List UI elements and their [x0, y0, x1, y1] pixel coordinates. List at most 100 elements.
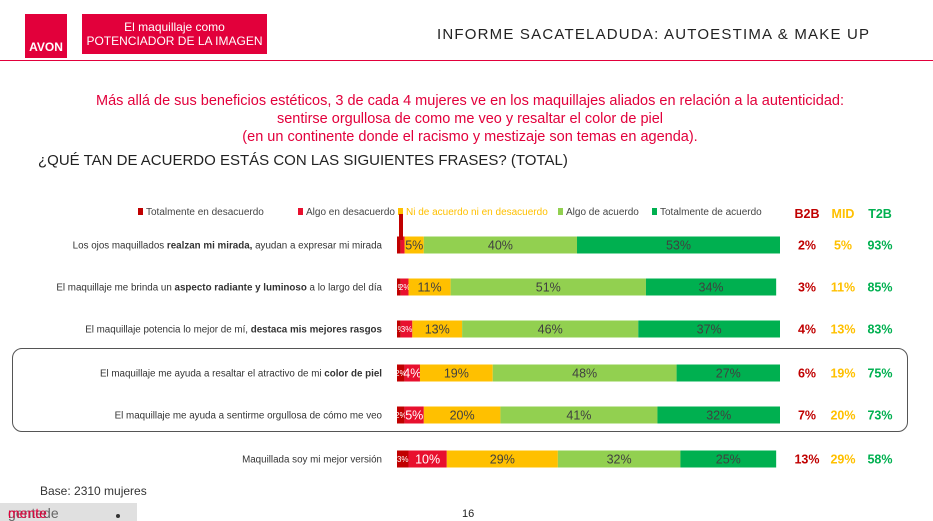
avon-logo: AVON: [25, 14, 67, 58]
legend-label-0: Totalmente en desacuerdo: [146, 207, 264, 218]
legend-swatch-1: [298, 208, 303, 215]
bar-2-0: [404, 236, 424, 254]
header-divider: [0, 60, 933, 61]
bar-3-3: [492, 364, 677, 382]
section-label-line2: POTENCIADOR DE LA IMAGEN: [86, 34, 263, 48]
summary-value-mid-1: 11%: [831, 281, 855, 295]
brand-right: mente: [8, 505, 47, 521]
summary-value-mid-3: 19%: [830, 367, 855, 381]
summary-value-t2b-3: 75%: [867, 367, 892, 381]
bar-1-3: [404, 364, 420, 382]
summary-header-b2b: B2B: [794, 207, 819, 221]
bar-0-1: [397, 278, 401, 296]
bar-0-3: [397, 364, 405, 382]
bar-4-5: [680, 450, 777, 468]
report-title: INFORME SACATELADUDA: AUTOESTIMA & MAKE …: [437, 26, 871, 43]
bar-0-2: [397, 320, 401, 338]
bar-2-1: [408, 278, 451, 296]
bar-0-0: [397, 236, 401, 254]
bar-label-2-5: 29%: [490, 453, 515, 467]
summary-value-mid-2: 13%: [830, 323, 855, 337]
category-label-2: El maquillaje potencia lo mejor de mí, d…: [85, 325, 382, 336]
bar-label-4-5: 25%: [716, 453, 741, 467]
summary-value-t2b-5: 58%: [867, 453, 892, 467]
bar-label-2-2: 13%: [425, 323, 450, 337]
summary-value-b2b-5: 13%: [794, 453, 819, 467]
bar-2-2: [412, 320, 463, 338]
bar-label-1-5: 10%: [415, 453, 440, 467]
bar-label-1-2: 3%: [401, 325, 413, 334]
page-number: 16: [462, 508, 475, 520]
summary-value-b2b-4: 7%: [798, 409, 816, 423]
summary-value-mid-5: 29%: [830, 453, 855, 467]
bar-label-3-2: 46%: [538, 323, 563, 337]
bar-label-3-5: 32%: [607, 453, 632, 467]
summary-value-mid-4: 20%: [830, 409, 855, 423]
bar-1-1: [400, 278, 409, 296]
question-title: ¿QUÉ TAN DE ACUERDO ESTÁS CON LAS SIGUIE…: [38, 152, 568, 169]
bar-label-4-2: 37%: [697, 323, 722, 337]
bar-3-1: [450, 278, 646, 296]
bar-1-0: [400, 236, 405, 254]
section-label-line1: El maquillaje como: [124, 20, 225, 34]
first-row-marker: [399, 214, 403, 240]
bar-label-2-3: 19%: [444, 367, 469, 381]
legend-swatch-2: [398, 208, 403, 215]
bar-3-5: [557, 450, 681, 468]
legend-label-2: Ni de acuerdo ni en desacuerdo: [406, 207, 548, 218]
bar-label-4-3: 27%: [716, 367, 741, 381]
bar-label-3-1: 51%: [536, 281, 561, 295]
bar-1-2: [400, 320, 413, 338]
bar-label-3-0: 40%: [488, 239, 513, 253]
category-label-0: Los ojos maquillados realzan mi mirada, …: [73, 241, 383, 252]
summary-value-t2b-1: 85%: [867, 281, 892, 295]
bar-1-5: [408, 450, 447, 468]
section-label-box: El maquillaje como POTENCIADOR DE LA IMA…: [82, 14, 267, 54]
bar-label-3-4: 41%: [566, 409, 591, 423]
bar-2-3: [419, 364, 493, 382]
brand-left: gentede: [8, 505, 59, 521]
bar-4-0: [577, 236, 780, 254]
headline-line-3: (en un continente donde el racismo y mes…: [242, 129, 698, 145]
bar-label-4-4: 32%: [706, 409, 731, 423]
bar-3-2: [462, 320, 639, 338]
headline-line-2: sentirse orgullosa de como me veo y resa…: [276, 111, 664, 127]
summary-value-t2b-4: 73%: [867, 409, 892, 423]
summary-value-b2b-2: 4%: [798, 323, 816, 337]
category-label-5: Maquillada soy mi mejor versión: [242, 455, 382, 466]
bar-label-1-4: 5%: [405, 409, 423, 423]
legend-label-4: Totalmente de acuerdo: [660, 207, 762, 218]
bar-label-4-1: 34%: [699, 281, 724, 295]
summary-header-t2b: T2B: [868, 207, 892, 221]
bar-label-2-0: 5%: [405, 239, 423, 253]
legend-swatch-0: [138, 208, 143, 215]
bar-label-0-1: 1%: [393, 283, 405, 292]
base-note: Base: 2310 mujeres: [40, 484, 147, 498]
summary-header-mid: MID: [832, 207, 855, 221]
bar-label-1-3: 4%: [403, 367, 421, 381]
bar-0-4: [397, 406, 405, 424]
highlight-frame: [12, 348, 908, 432]
summary-value-b2b-1: 3%: [798, 281, 816, 295]
bar-label-0-4: 2%: [395, 411, 407, 420]
bar-0-5: [397, 450, 409, 468]
bar-label-0-2: 1%: [393, 325, 405, 334]
category-label-4: El maquillaje me ayuda a sentirme orgull…: [115, 411, 383, 422]
bar-4-3: [676, 364, 780, 382]
summary-value-b2b-0: 2%: [798, 239, 816, 253]
legend-label-3: Algo de acuerdo: [566, 207, 639, 218]
bar-label-0-5: 3%: [397, 455, 409, 464]
category-label-3: El maquillaje me ayuda a resaltar el atr…: [100, 369, 382, 380]
bar-2-4: [423, 406, 501, 424]
summary-value-mid-0: 5%: [834, 239, 852, 253]
bar-4-4: [657, 406, 780, 424]
legend-swatch-3: [558, 208, 563, 215]
bar-label-0-3: 2%: [395, 369, 407, 378]
bar-3-0: [423, 236, 578, 254]
category-label-1: El maquillaje me brinda un aspecto radia…: [56, 283, 382, 294]
bar-4-1: [645, 278, 777, 296]
bar-label-4-0: 53%: [666, 239, 691, 253]
bar-label-3-3: 48%: [572, 367, 597, 381]
summary-value-t2b-0: 93%: [867, 239, 892, 253]
